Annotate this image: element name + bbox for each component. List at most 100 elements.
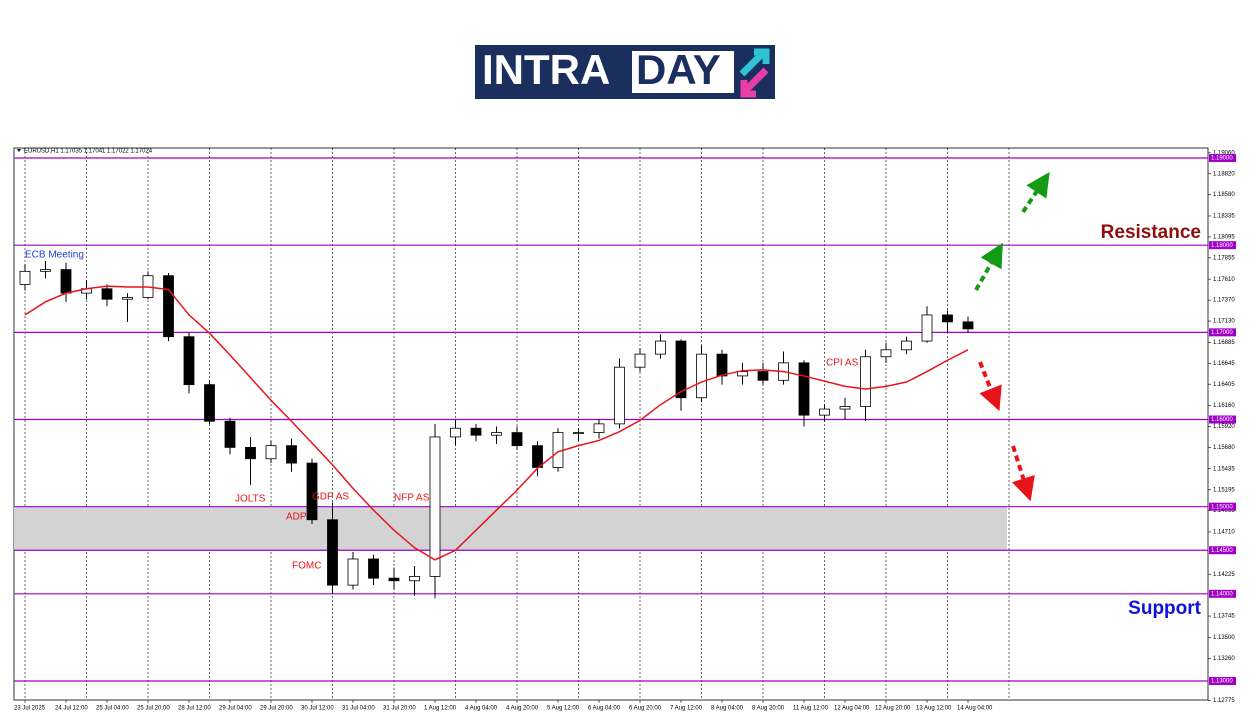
y-tick-label: 1.14955 [1213, 508, 1235, 514]
candle-body [696, 353, 707, 399]
support-label: Support [1128, 598, 1201, 619]
x-tick-label: 8 Aug 20:00 [752, 706, 785, 712]
level-label: 1.17000 [1211, 330, 1233, 336]
candle-body [634, 353, 646, 368]
candle-body [327, 519, 338, 586]
candle-body [757, 371, 769, 381]
candle-body [921, 314, 933, 342]
x-tick-label: 25 Jul 04:00 [96, 706, 129, 712]
candle-body [306, 462, 318, 521]
candle-body [470, 427, 482, 436]
candle-body [901, 340, 912, 351]
level-label-box [1209, 546, 1236, 555]
moving-average [24, 285, 969, 561]
x-tick-label: 12 Aug 04:00 [834, 706, 870, 712]
y-tick-label: 1.15920 [1213, 424, 1235, 430]
y-tick-label: 1.17855 [1213, 255, 1235, 261]
candle-body [245, 447, 256, 460]
level-label-box [1209, 415, 1236, 424]
candle-body [819, 408, 830, 416]
level-label-box [1209, 589, 1236, 598]
candle-body [675, 340, 687, 399]
level-label-box [1209, 328, 1236, 337]
up-arrow [974, 242, 1003, 291]
y-tick-label: 1.18335 [1213, 214, 1235, 220]
level-label: 1.15000 [1211, 504, 1233, 510]
x-tick-label: 6 Aug 04:00 [588, 706, 621, 712]
candle-body [429, 436, 441, 577]
zone [14, 506, 1007, 551]
x-tick-label: 11 Aug 12:00 [793, 706, 829, 712]
level-label: 1.16000 [1211, 417, 1233, 423]
candle-body [122, 297, 133, 300]
x-tick-label: 23 Jul 2025 [14, 706, 46, 712]
logo: INTRA DAY [475, 45, 775, 99]
level-label-box [1209, 502, 1236, 511]
level-label-box [1209, 241, 1236, 250]
y-tick-label: 1.16645 [1213, 361, 1235, 367]
x-tick-label: 25 Jul 20:00 [137, 706, 170, 712]
y-tick-label: 1.19060 [1213, 150, 1235, 156]
annotation: NFP AS [394, 493, 430, 504]
annotation: ADP [286, 512, 307, 523]
candle-body [532, 445, 543, 468]
candle-body [614, 366, 625, 425]
x-tick-label: 14 Aug 04:00 [957, 706, 993, 712]
candle-body [839, 406, 851, 410]
x-tick-label: 13 Aug 12:00 [916, 706, 952, 712]
logo-arrow [740, 67, 769, 98]
candle-body [388, 577, 400, 582]
plot: ECB Meeting JOLTS GDP AS ADP FOMC NFP AS CPI A… [14, 148, 1208, 700]
y-tick-label: 1.17130 [1213, 319, 1235, 325]
y-tick-label: 1.13745 [1213, 614, 1235, 620]
candle-body [593, 423, 605, 433]
x-tick-label: 24 Jul 12:00 [55, 706, 88, 712]
level-label: 1.13000 [1211, 679, 1233, 685]
x-tick-label: 30 Jul 12:00 [301, 706, 334, 712]
candle-body [962, 321, 974, 330]
level-label: 1.18000 [1211, 243, 1233, 249]
level-label-box [1209, 676, 1236, 685]
annotation: CPI AS [826, 358, 859, 369]
candle-body [347, 558, 359, 586]
logo-arrow [739, 48, 770, 77]
logo-box [632, 51, 734, 93]
candle-body [511, 432, 523, 447]
y-tick-label: 1.13500 [1213, 635, 1235, 641]
x-tick-label: 29 Jul 20:00 [260, 706, 293, 712]
candle-body [60, 269, 72, 294]
x-tick-label: 12 Aug 20:00 [875, 706, 911, 712]
candle-body [573, 432, 584, 434]
candle-body [409, 576, 420, 582]
y-tick-label: 1.12775 [1213, 698, 1235, 704]
candle-body [40, 269, 51, 272]
y-tick-label: 1.13260 [1213, 656, 1235, 662]
y-tick-label: 1.14225 [1213, 572, 1235, 578]
candle-body [798, 362, 810, 416]
candle-body [204, 384, 215, 422]
logo-text: INTRA [482, 46, 610, 93]
y-tick-label: 1.16405 [1213, 382, 1235, 388]
annotation: GDP AS [312, 492, 349, 503]
candle-body [942, 314, 953, 323]
annotation: ECB Meeting [25, 250, 84, 261]
y-tick-label: 1.17610 [1213, 277, 1235, 283]
up-arrow [1021, 172, 1050, 214]
annotation: FOMC [292, 561, 321, 572]
resistance-label: Resistance [1101, 222, 1201, 243]
x-tick-label: 7 Aug 12:00 [670, 706, 703, 712]
level-label: 1.14500 [1211, 548, 1233, 554]
candle-body [491, 432, 502, 436]
candle-body [183, 336, 195, 386]
x-tick-label: 8 Aug 04:00 [711, 706, 744, 712]
y-tick-label: 1.15435 [1213, 466, 1235, 472]
x-tick-label: 4 Aug 04:00 [465, 706, 498, 712]
level-label-box [1209, 154, 1236, 163]
menu-icon [17, 149, 21, 152]
candle-body [286, 445, 297, 464]
y-tick-label: 1.16160 [1213, 403, 1235, 409]
candle-body [716, 353, 728, 377]
down-arrow [1011, 445, 1035, 502]
